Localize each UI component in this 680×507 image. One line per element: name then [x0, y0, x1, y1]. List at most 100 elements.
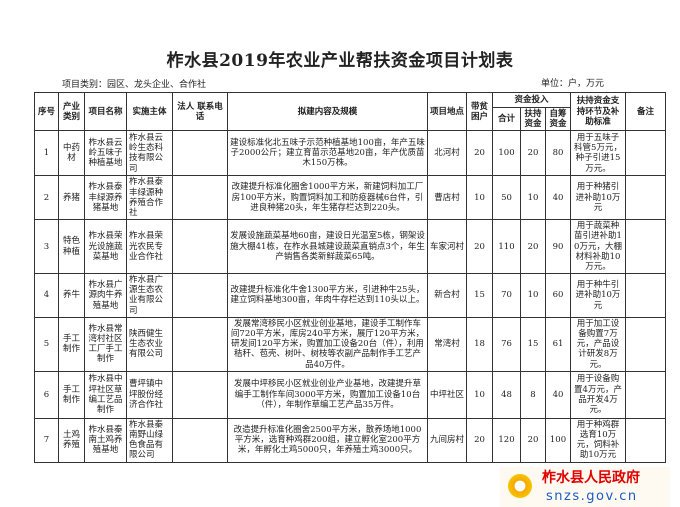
- cell-project: 柞水县秦南土鸡养殖基地: [84, 417, 127, 463]
- header-industry: 产业类别: [58, 91, 85, 132]
- sun-logo-icon: [508, 473, 532, 498]
- header-project: 项目名称: [84, 91, 127, 132]
- cell-seq: 5: [34, 316, 59, 372]
- project-category: 项目类别：园区、龙头企业、合作社: [62, 80, 207, 90]
- cell-project: 柞水县荣光设施蔬菜基地: [84, 219, 127, 275]
- cell-contact: [172, 219, 228, 275]
- cell-remark: [625, 175, 667, 221]
- cell-support: 10: [520, 175, 546, 221]
- cell-contact: [172, 273, 228, 318]
- cell-standard: 用于种猪引进补助10万元: [570, 175, 627, 221]
- cell-support: 10: [520, 273, 546, 318]
- cell-project: 柞水县中坪社区草编工艺品制作: [84, 370, 127, 419]
- cell-self: 60: [544, 273, 572, 318]
- cell-remark: [625, 316, 667, 372]
- cell-poor: 20: [466, 417, 493, 463]
- cell-total: 76: [492, 316, 521, 372]
- header-entity: 实施主体: [126, 91, 173, 132]
- cell-entity: 曹坪镇中坪股份经济合作社: [126, 370, 173, 419]
- cell-remark: [625, 219, 667, 275]
- cell-self: 40: [544, 175, 572, 221]
- header-remark: 备注: [625, 91, 667, 132]
- header-poor: 带贫困户: [466, 91, 493, 132]
- cell-content: 发展常湾移民小区就业创业基地，建设手工制作车间720平方米，库房240平方米，展…: [227, 316, 428, 372]
- header-funds: 资金投入: [491, 92, 572, 108]
- cell-standard: 用于设备购置4万元，产品开发4万元。: [570, 370, 627, 419]
- header-standard: 扶持资金支持环节及补助标准: [570, 91, 627, 132]
- unit-label: 单位：户，万元: [541, 79, 605, 89]
- header-location: 项目地点: [427, 91, 467, 132]
- cell-poor: 15: [466, 273, 493, 318]
- cell-location: 中坪社区: [427, 370, 467, 419]
- cell-poor: 18: [466, 316, 493, 372]
- cell-location: 曹店村: [427, 175, 467, 221]
- cell-content: 建设标准化北五味子示范种植基地100亩，年产五味子2000公斤；建立育苗示范基地…: [227, 130, 428, 177]
- cell-entity: 柞水县云岭生态科技有限公司: [126, 130, 173, 177]
- cell-entity: 柞水县秦南野山绿色食品有限公司: [126, 417, 173, 463]
- cell-seq: 6: [34, 370, 59, 419]
- cell-total: 110: [492, 219, 521, 275]
- cell-standard: 用于加工设备购置7万元，产品设计研发8万元。: [570, 316, 627, 372]
- cell-standard: 用于蔬菜种苗引进补助10万元，大棚材料补助10万元。: [570, 219, 627, 275]
- cell-industry: 特色种植: [58, 219, 85, 275]
- cell-entity: 柞水县泰丰绿源种养殖合作社: [126, 175, 173, 221]
- cell-industry: 手工制作: [58, 370, 85, 419]
- table-row: 4 养牛 柞水县广源肉牛养殖基地 柞水县广源生态农业有限公司 改建提升标准化牛舍1300…: [34, 273, 667, 318]
- cell-support: 15: [520, 316, 546, 372]
- cell-total: 50: [492, 175, 521, 221]
- cell-seq: 3: [34, 219, 59, 275]
- table-row: 5 手工制作 柞水县常湾村社区工厂手工制作 陕西健生生态农业有限公司 发展常湾移民小区就…: [34, 316, 667, 372]
- cell-support: 20: [520, 130, 546, 177]
- cell-project: 柞水县云岭五味子种植基地: [84, 130, 127, 177]
- cell-content: 改建提升标准化圈舍1000平方米，新建饲料加工厂房100平方米，购置饲料加工和防…: [227, 175, 428, 221]
- header-self: 自筹资金: [544, 106, 572, 132]
- cell-content: 发展中坪移民小区就业创业产业基地，改建提升草编手工制作车间3000平方米，购置加…: [227, 370, 428, 419]
- cell-industry: 手工制作: [58, 316, 85, 372]
- cell-standard: 用于种鸡群选育10万元，饲料补助10万元: [570, 417, 627, 463]
- cell-contact: [172, 175, 228, 221]
- watermark: 柞水县人民政府 snzs.gov.cn: [500, 466, 670, 507]
- table-row: 2 养猪 柞水县泰丰绿源养猪基地 柞水县泰丰绿源种养殖合作社 改建提升标准化圈舍1000…: [34, 175, 667, 221]
- cell-location: 新合村: [427, 273, 467, 318]
- header-total: 合计: [492, 106, 521, 132]
- cell-content: 改造提升标准化圈舍2500平方米，散养场地1000平方米，选育种鸡群200组，建…: [227, 417, 428, 463]
- cell-location: 九间房村: [427, 417, 467, 463]
- cell-contact: [172, 417, 228, 463]
- cell-contact: [172, 316, 228, 372]
- cell-remark: [625, 273, 667, 318]
- cell-industry: 养牛: [58, 273, 85, 318]
- cell-support: 8: [520, 370, 546, 419]
- cell-self: 80: [544, 130, 572, 177]
- cell-location: 车家河村: [427, 219, 467, 275]
- cell-poor: 10: [466, 370, 493, 419]
- plan-table: 序号 产业类别 项目名称 实施主体 法人 联系电话 拟建内容及规模 项目地点 带…: [34, 91, 667, 463]
- cell-content: 改建提升标准化牛舍1300平方米，引进种牛25头，建立饲料基地300亩，年肉牛存…: [227, 273, 428, 318]
- cell-content: 发展设施蔬菜基地60亩，建设日光温室5栋，钢架设施大棚41栋，在柞水县城建设蔬菜…: [227, 219, 428, 275]
- cell-industry: 土鸡养殖: [58, 417, 85, 463]
- header-support: 扶持资金: [520, 106, 546, 132]
- cell-self: 40: [544, 370, 572, 419]
- table-row: 3 特色种植 柞水县荣光设施蔬菜基地 柞水县荣光农民专业合作社 发展设施蔬菜基地60亩，…: [34, 219, 667, 275]
- cell-total: 48: [492, 370, 521, 419]
- watermark-name: 柞水县人民政府: [542, 469, 640, 486]
- cell-support: 20: [520, 219, 546, 275]
- cell-location: 北河村: [427, 130, 467, 177]
- table-row: 1 中药材 柞水县云岭五味子种植基地 柞水县云岭生态科技有限公司 建设标准化北五味子示范…: [34, 130, 667, 177]
- cell-seq: 1: [34, 130, 59, 177]
- cell-remark: [625, 417, 667, 463]
- cell-remark: [625, 130, 667, 177]
- table-row: 6 手工制作 柞水县中坪社区草编工艺品制作 曹坪镇中坪股份经济合作社 发展中坪移民小区就…: [34, 370, 667, 419]
- cell-seq: 4: [34, 273, 59, 318]
- table-row: 7 土鸡养殖 柞水县秦南土鸡养殖基地 柞水县秦南野山绿色食品有限公司 改造提升标准化圈舍…: [34, 417, 667, 463]
- watermark-url: snzs.gov.cn: [546, 488, 638, 504]
- table-area: 序号 产业类别 项目名称 实施主体 法人 联系电话 拟建内容及规模 项目地点 带…: [34, 91, 674, 507]
- cell-support: 20: [520, 417, 546, 463]
- cell-self: 61: [544, 316, 572, 372]
- cell-entity: 柞水县广源生态农业有限公司: [126, 273, 173, 318]
- cell-poor: 20: [466, 130, 493, 177]
- cell-self: 100: [544, 417, 572, 463]
- cell-project: 柞水县常湾村社区工厂手工制作: [84, 316, 127, 372]
- cell-poor: 10: [466, 175, 493, 221]
- cell-total: 100: [492, 130, 521, 177]
- cell-standard: 用于种牛引进补助10万元: [570, 273, 627, 318]
